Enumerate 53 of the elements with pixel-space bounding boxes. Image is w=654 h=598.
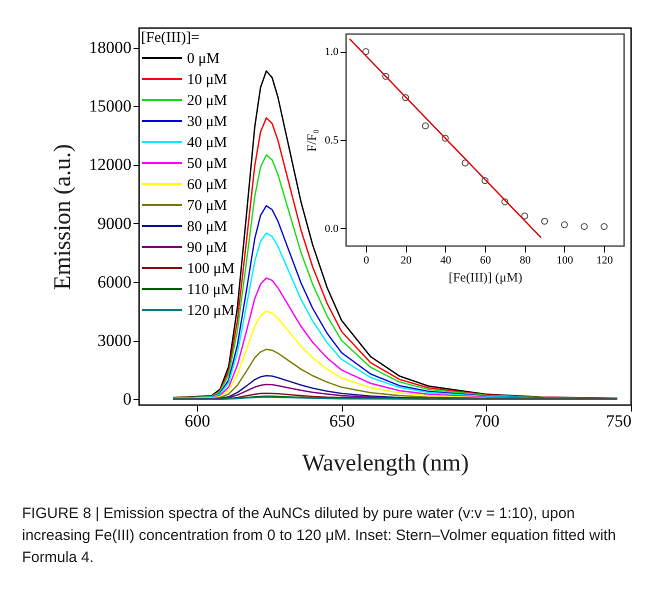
point	[560, 221, 568, 228]
y-tick-label: 9000	[98, 214, 132, 233]
point	[501, 198, 508, 206]
x-tick-label: 40	[440, 254, 452, 266]
x-tick-label: 20	[400, 254, 412, 266]
point	[482, 177, 488, 184]
point	[600, 223, 608, 230]
point	[382, 72, 390, 80]
legend-label: 20 μM	[187, 93, 228, 109]
y-tick-label: 12000	[89, 155, 132, 174]
x-tick-label: 600	[184, 412, 210, 430]
legend-label: 80 μM	[187, 219, 228, 235]
legend-label: 30 μM	[187, 114, 228, 130]
x-tick-label: 700	[474, 412, 500, 430]
y-tick-label: 15000	[89, 96, 132, 116]
x-tick-label: 80	[520, 254, 532, 266]
legend-label: 50 μM	[187, 156, 228, 172]
caption: FIGURE 8 | Emission spectra of the AuNCs diluted by pure water (v:v = 1:10), upon increasing Fe(III) concentration from 0 to 120 μM. Inset: Stern–Volmer equation fitted with Formula 4.	[22, 504, 617, 568]
y-tick-label: 0.5	[324, 134, 339, 146]
legend-label: 10 μM	[187, 72, 228, 88]
point	[402, 94, 410, 102]
x-tick-label: 750	[606, 412, 632, 430]
x-tick-label: 0	[364, 254, 370, 266]
x-tick-label: 60	[480, 254, 492, 266]
legend-title: [Fe(III)]=	[141, 30, 200, 46]
point	[541, 218, 548, 225]
legend-label: 110 μM	[187, 282, 234, 298]
x-tick-label: 100	[556, 254, 574, 266]
y-tick-label: 18000	[89, 38, 132, 58]
legend-label: 120 μM	[187, 303, 235, 319]
x-axis-title: [Fe(III)] (μM)	[448, 270, 522, 284]
legend-label: 40 μM	[187, 135, 228, 151]
legend-label: 0 μM	[187, 51, 220, 67]
point	[521, 212, 528, 220]
y-tick-label: 3000	[98, 331, 132, 350]
y-tick-label: 6000	[98, 272, 132, 292]
point	[422, 122, 429, 130]
y-tick-label: 0.0	[324, 222, 339, 235]
y-axis-title: Emission (a.u.)	[50, 144, 76, 290]
x-tick-label: 120	[596, 254, 614, 266]
legend-label: 70 μM	[187, 198, 228, 214]
y-tick-label: 1.0	[324, 46, 339, 58]
point	[442, 134, 449, 142]
x-axis-title: Wavelength (nm)	[302, 450, 469, 476]
point	[362, 48, 370, 56]
legend-label: 90 μM	[187, 240, 228, 256]
x-tick-label: 650	[329, 412, 355, 430]
point	[580, 223, 588, 230]
y-tick-label: 0	[123, 390, 132, 409]
legend-label: 60 μM	[187, 177, 228, 193]
point	[462, 159, 469, 166]
y-axis-title: F/F₀	[304, 129, 319, 152]
legend-label: 100 μM	[187, 261, 235, 277]
